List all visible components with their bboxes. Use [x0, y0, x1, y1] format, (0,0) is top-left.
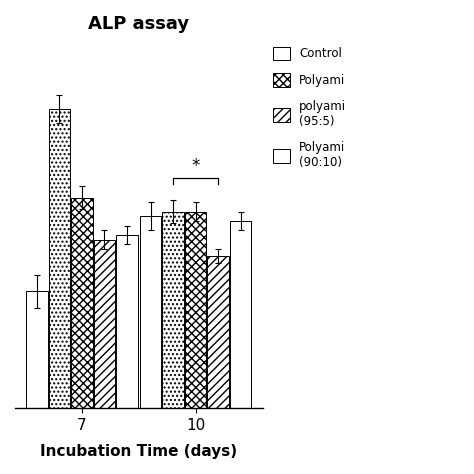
- Text: *: *: [191, 157, 200, 175]
- Bar: [94, 240, 115, 408]
- Bar: [116, 235, 138, 408]
- Legend: Control, Polyami, polyami
(95:5), Polyami
(90:10): Control, Polyami, polyami (95:5), Polyam…: [271, 45, 349, 172]
- Title: ALP assay: ALP assay: [88, 15, 189, 33]
- Bar: [163, 212, 184, 408]
- Bar: [230, 221, 251, 408]
- Bar: [26, 291, 48, 408]
- Bar: [208, 256, 229, 408]
- Bar: [71, 198, 93, 408]
- Bar: [49, 109, 70, 408]
- X-axis label: Incubation Time (days): Incubation Time (days): [40, 444, 237, 459]
- Bar: [185, 212, 206, 408]
- Bar: [140, 217, 161, 408]
